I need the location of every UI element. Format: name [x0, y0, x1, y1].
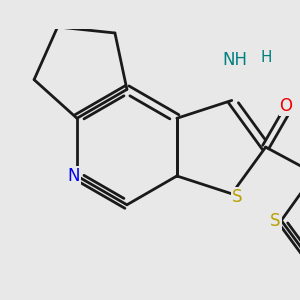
- Text: NH: NH: [222, 51, 247, 69]
- Text: O: O: [279, 98, 292, 116]
- Text: H: H: [261, 50, 272, 65]
- Text: N: N: [68, 167, 80, 185]
- Text: S: S: [270, 212, 281, 230]
- Text: S: S: [232, 188, 243, 206]
